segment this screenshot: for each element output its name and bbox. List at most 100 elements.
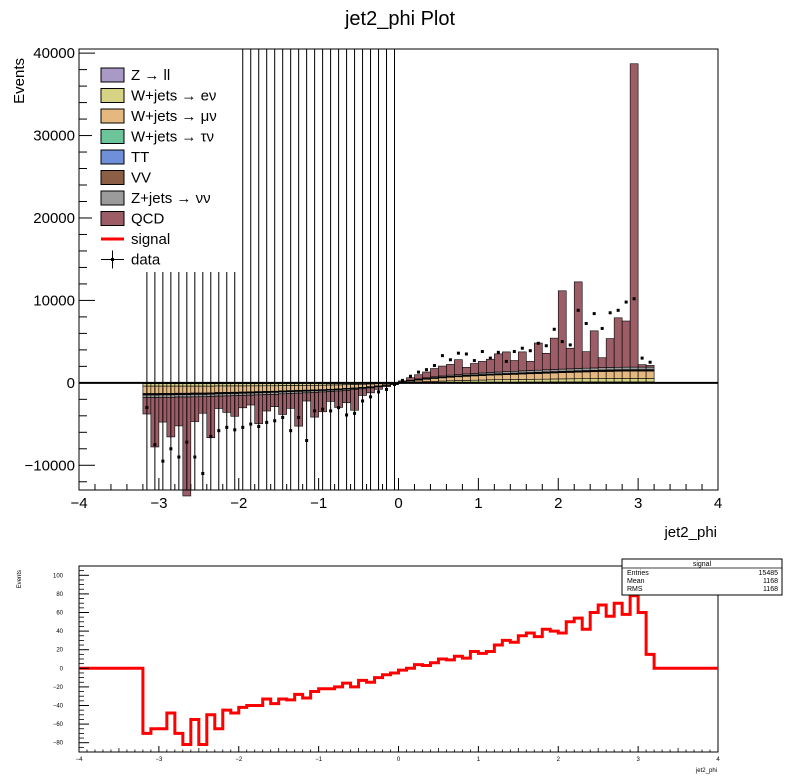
bar-w-jets-e--61 [629,378,639,383]
data-point-4 [177,455,181,459]
data-point-15 [265,420,269,424]
bar-qcd-51 [549,337,559,370]
stats-box-title: signal [693,561,712,568]
data-point-56 [592,312,596,316]
main-plot: jet2_phi Plot −4 −3 −2 −1 0 1 2 3 4 −10000 0 10000… [11,8,722,541]
signal-x-tick-label-8: 4 [716,757,720,763]
signal-y-tick-label-5: 20 [56,648,63,654]
bar-w-jets--58 [605,371,615,379]
legend-swatch-6 [100,190,125,206]
data-point-49 [536,341,540,345]
data-point-54 [576,308,580,312]
signal-y-tick-label-1: −60 [53,722,64,728]
data-point-58 [608,311,612,315]
bar-z-jets--53 [565,368,575,372]
main-y-axis-label: Events [11,58,28,104]
bar-w-jets--51 [549,372,559,380]
signal-x-tick-label-4: 0 [397,757,401,763]
x-tick-label-3: −1 [310,495,327,512]
signal-y-tick-label-8: 80 [56,592,63,598]
x-tick-label-7: 3 [634,495,642,512]
bar-w-jets-e--55 [581,378,591,383]
data-point-28 [369,395,373,399]
legend-swatch-3 [100,129,125,144]
signal-y-tick-label-9: 100 [53,573,64,579]
bar-w-jets--55 [581,371,591,379]
bar-w-jets--46 [510,373,519,380]
data-point-34 [416,370,420,374]
data-point-42 [480,350,484,354]
bar-qcd-47 [518,351,527,372]
legend-label-4: TT [131,149,149,166]
data-point-21 [313,409,317,413]
data-point-23 [329,409,333,413]
bar-qcd-59 [613,317,623,368]
bar-z-jets--48 [525,370,535,373]
bar-w-jets--53 [565,372,575,380]
data-point-6 [193,455,197,459]
bar-w-jets--47 [518,373,527,380]
data-point-13 [249,422,253,426]
legend-label-8: signal [131,231,170,248]
signal-line [79,594,718,747]
data-point-16 [273,419,277,423]
bar-w-jets-e--56 [589,378,599,383]
bar-w-jets-e--52 [557,378,567,383]
bar-w-jets-e--49 [533,378,543,383]
x-tick-label-8: 4 [714,495,722,512]
bar-w-jets-e--46 [510,379,519,383]
bar-z-jets--63 [645,366,655,370]
data-point-60 [624,300,628,304]
data-point-55 [584,321,588,325]
bar-w-jets--61 [629,370,639,379]
data-point-62 [640,356,644,360]
stats-label-rms: RMS [627,586,643,593]
data-point-5 [185,440,189,444]
bar-qcd-56 [589,330,599,369]
bar-qcd-33 [406,377,415,381]
bar-w-jets--42 [478,375,487,381]
data-point-22 [321,407,325,411]
x-tick-label-1: −3 [150,495,167,512]
bar-qcd-46 [510,360,519,372]
data-point-59 [616,308,620,312]
stats-box-frame [621,558,783,596]
bar-qcd-35 [422,371,431,379]
bar-z-jets--54 [573,368,583,372]
y-tick-label-5: 40000 [33,45,75,62]
signal-x-tick-label-1: −3 [155,757,163,763]
data-point-33 [408,374,412,378]
signal-x-tick-label-3: −1 [315,757,323,763]
bar-qcd-55 [581,351,591,369]
legend-swatch-7 [100,211,125,226]
bar-w-jets-e--44 [494,379,503,383]
bar-z-jets--50 [541,369,551,373]
legend-swatch-2 [100,108,125,124]
bar-w-jets--62 [637,370,647,379]
bar-qcd-53 [565,347,575,370]
bar-w-jets-e--48 [525,378,535,383]
data-point-7 [201,472,205,476]
legend-label-9: data [131,252,161,269]
x-tick-label-4: 0 [394,495,402,512]
data-point-46 [512,350,516,354]
data-point-45 [504,359,508,363]
bar-z-jets--58 [605,367,615,371]
bar-w-jets--59 [613,370,623,379]
data-point-24 [337,406,341,410]
legend-label-6: Z+jets → νν [131,190,211,207]
signal-x-ticks: −4 −3 −2 −1 0 1 2 3 4 [76,746,720,763]
bar-z-jets--62 [637,366,647,370]
legend-label-1: W+jets → eν [131,88,216,105]
main-y-ticks: −10000 0 10000 20000 30000 40000 [25,45,95,483]
bar-z-jets--59 [613,366,623,371]
bar-qcd-42 [478,361,487,374]
data-point-31 [393,382,397,386]
data-point-44 [496,350,500,354]
data-point-61 [632,297,636,301]
data-point-8 [209,434,213,438]
main-x-axis-label: jet2_phi [663,524,717,541]
main-x-ticks: −4 −3 −2 −1 0 1 2 3 4 [70,478,722,512]
legend-swatch-1 [100,88,125,103]
